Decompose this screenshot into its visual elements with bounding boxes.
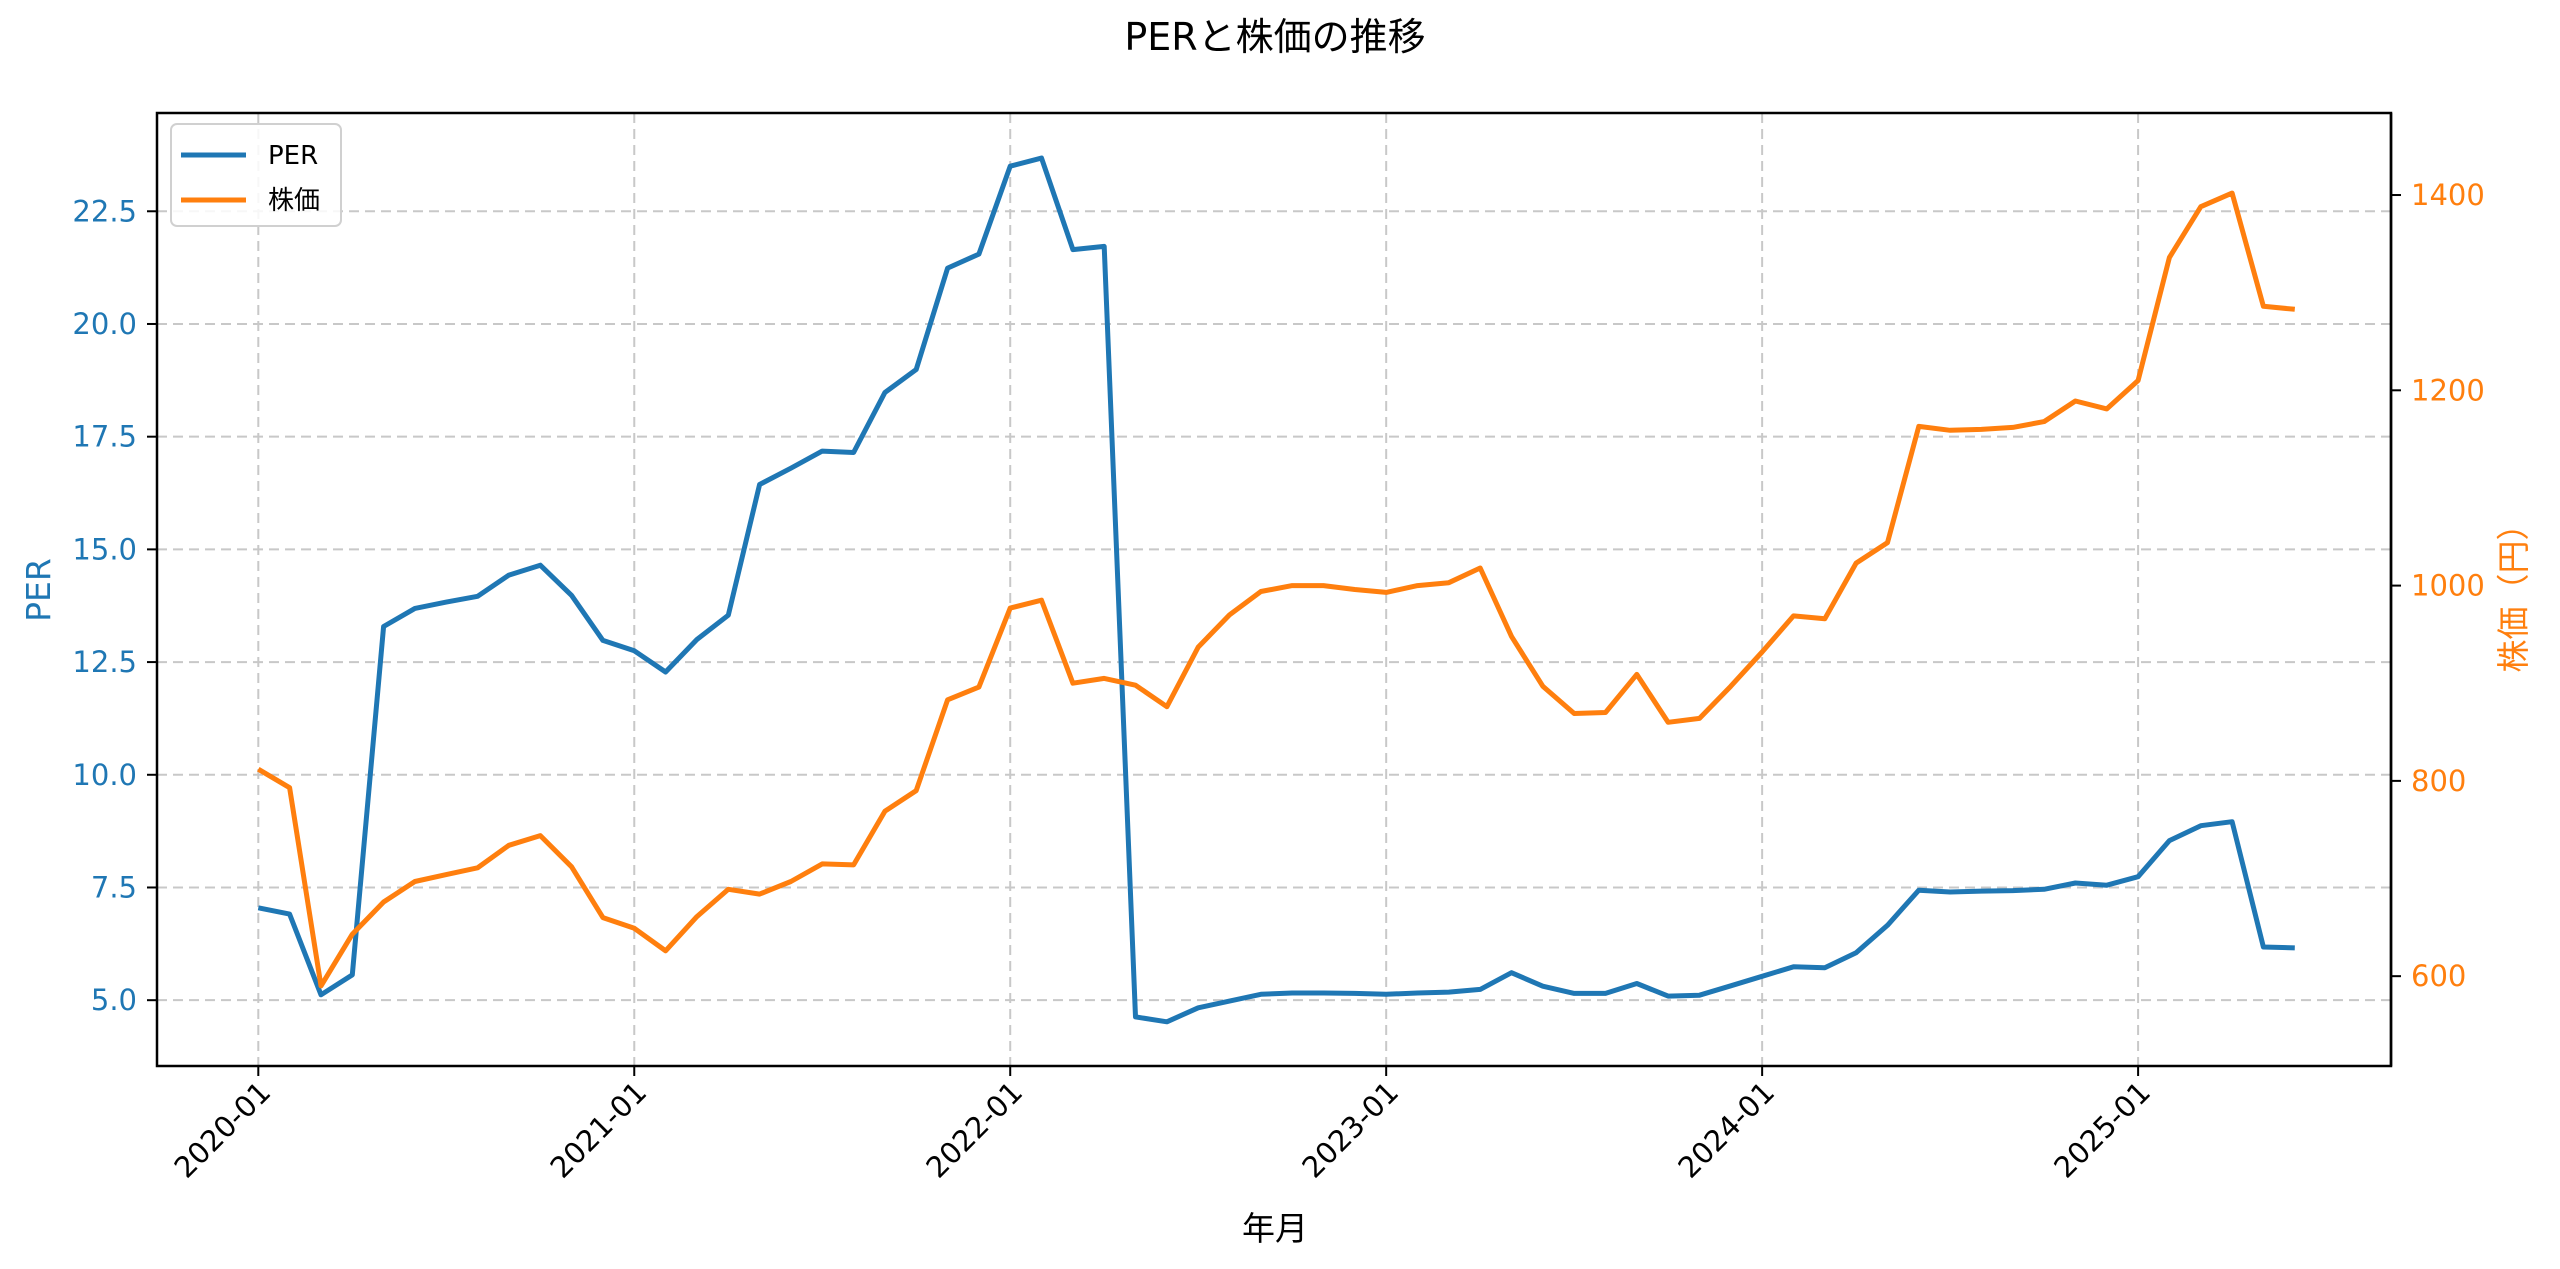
y-axis-per: 5.0 7.5 10.0 12.5 15.0 17.5 20.0 22.5 <box>72 194 157 1017</box>
y-tick-label-price: 1200 <box>2411 373 2485 407</box>
y-axis-label-price: 株価（円） <box>2494 508 2533 673</box>
y-tick-label-per: 17.5 <box>72 420 137 454</box>
legend-label-price: 株価 <box>268 186 320 216</box>
chart-title: PERと株価の推移 <box>1124 15 1425 59</box>
y-axis-label-per: PER <box>19 558 58 622</box>
y-tick-label-price: 1000 <box>2411 569 2485 603</box>
y-tick-label-price: 600 <box>2411 959 2466 993</box>
y-tick-label-per: 5.0 <box>91 983 137 1017</box>
x-axis-label: 年月 <box>1242 1209 1308 1248</box>
series-line-price <box>257 190 2296 989</box>
legend-label-per: PER <box>268 141 318 171</box>
y-tick-label-per: 20.0 <box>72 307 137 341</box>
legend: PER 株価 <box>170 123 342 227</box>
y-tick-label-price: 800 <box>2411 764 2466 798</box>
series-line-per <box>257 155 2295 1025</box>
y-tick-label-per: 10.0 <box>72 758 137 792</box>
y-tick-label-per: 22.5 <box>72 194 137 228</box>
y-tick-label-price: 1400 <box>2411 178 2485 212</box>
y-axis-price: 600 800 1000 1200 1400 <box>2389 113 2485 1066</box>
grid <box>157 113 2391 1066</box>
y-tick-label-per: 7.5 <box>91 870 137 904</box>
plot-series <box>257 155 2296 1025</box>
y-tick-label-per: 12.5 <box>72 645 137 679</box>
y-tick-label-per: 15.0 <box>72 532 137 566</box>
